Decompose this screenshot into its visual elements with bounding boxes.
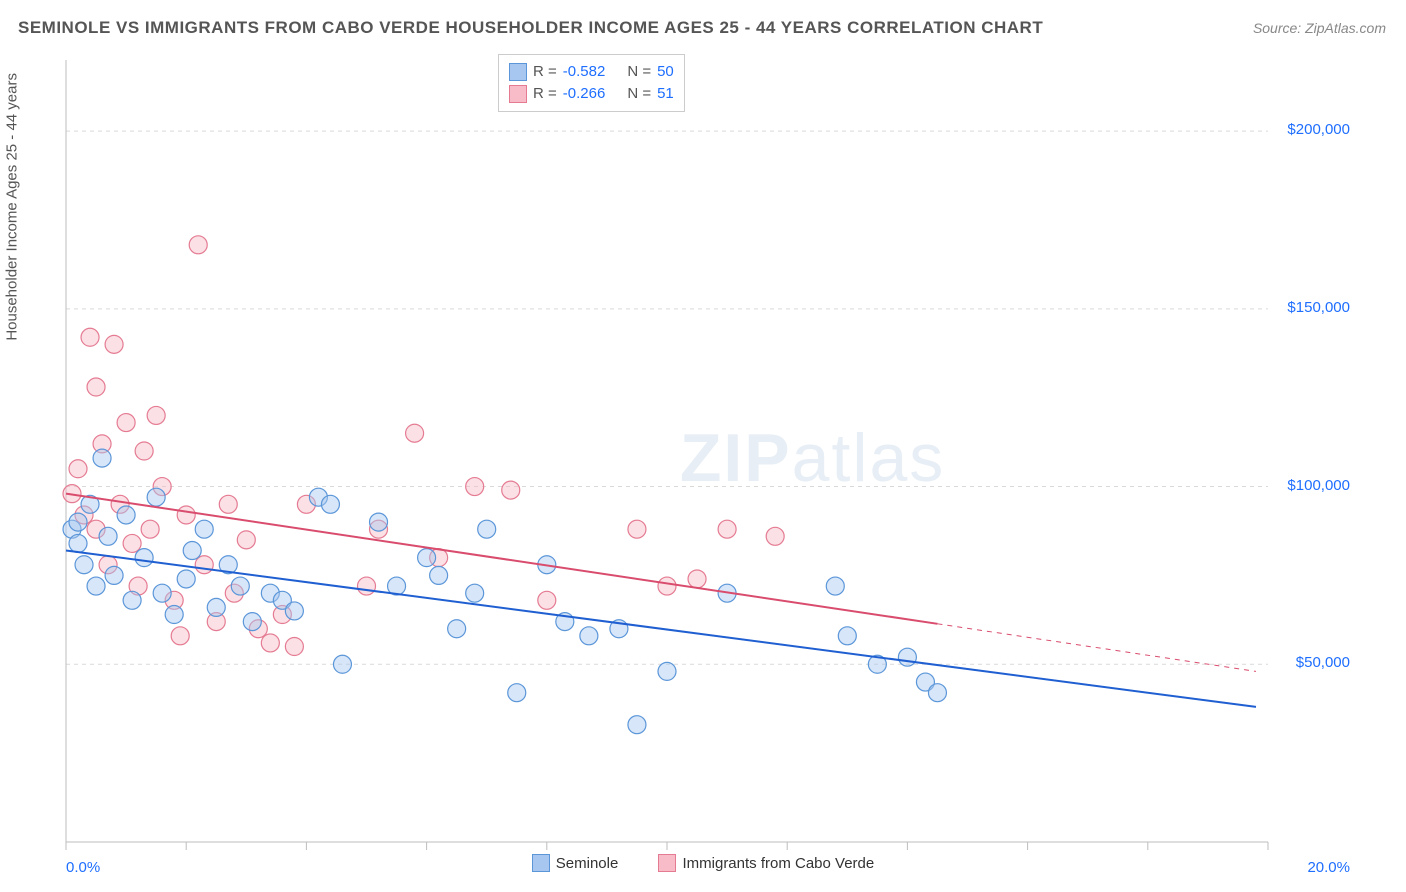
x-max-label: 20.0% [1307, 859, 1350, 876]
legend-label-a: Seminole [556, 855, 619, 872]
swatch-caboverde [509, 85, 527, 103]
y-axis-label: Householder Income Ages 25 - 44 years [4, 73, 21, 341]
n-label: N = [627, 61, 651, 83]
swatch-seminole [509, 63, 527, 81]
legend-item-caboverde: Immigrants from Cabo Verde [658, 854, 874, 872]
r-value-a: -0.582 [563, 61, 606, 83]
x-min-label: 0.0% [66, 859, 100, 876]
scatter-chart [18, 50, 1388, 882]
r-label: R = [533, 61, 557, 83]
legend-label-b: Immigrants from Cabo Verde [682, 855, 874, 872]
legend-item-seminole: Seminole [532, 854, 619, 872]
r-label: R = [533, 83, 557, 105]
correlation-legend: R = -0.582 N = 50 R = -0.266 N = 51 [498, 54, 685, 112]
chart-container: Householder Income Ages 25 - 44 years ZI… [18, 50, 1388, 882]
chart-title: SEMINOLE VS IMMIGRANTS FROM CABO VERDE H… [18, 18, 1043, 38]
source-label: Source: ZipAtlas.com [1253, 20, 1386, 36]
legend-row-b: R = -0.266 N = 51 [509, 83, 674, 105]
swatch-caboverde-icon [658, 854, 676, 872]
n-value-a: 50 [657, 61, 674, 83]
n-value-b: 51 [657, 83, 674, 105]
r-value-b: -0.266 [563, 83, 606, 105]
swatch-seminole-icon [532, 854, 550, 872]
y-tick-50k: $50,000 [1296, 654, 1350, 671]
y-tick-150k: $150,000 [1287, 299, 1350, 316]
y-tick-200k: $200,000 [1287, 121, 1350, 138]
legend-row-a: R = -0.582 N = 50 [509, 61, 674, 83]
y-tick-100k: $100,000 [1287, 477, 1350, 494]
series-legend: Seminole Immigrants from Cabo Verde [18, 854, 1388, 876]
n-label: N = [627, 83, 651, 105]
